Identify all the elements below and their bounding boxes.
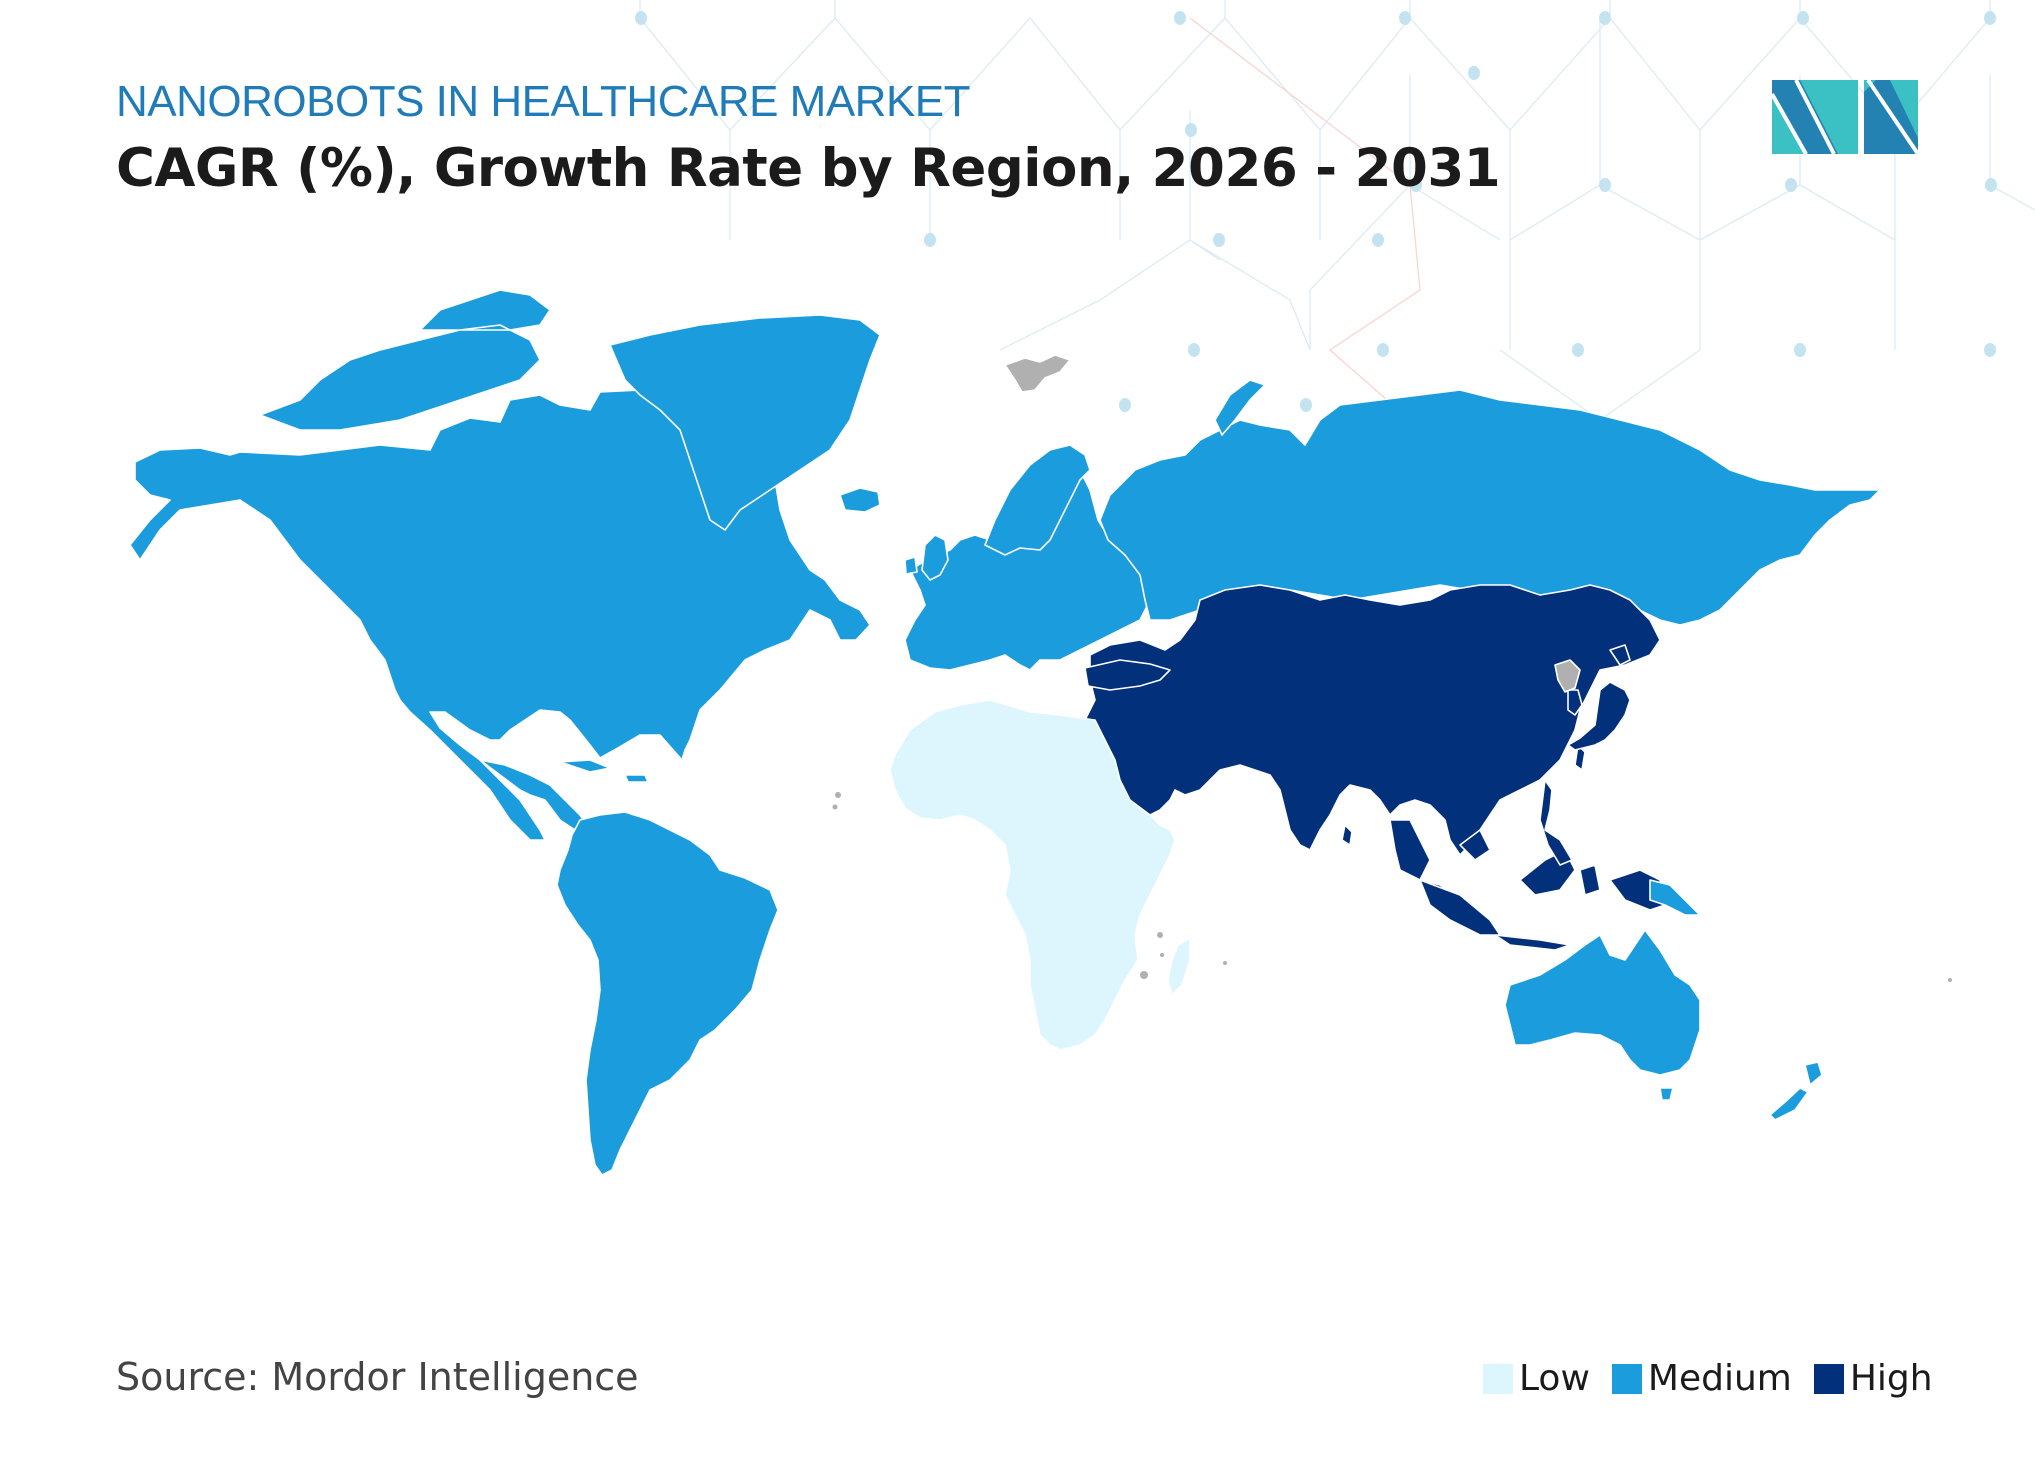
- legend-item-high: High: [1813, 1358, 1933, 1399]
- region-canada-arctic[interactable]: [259, 289, 551, 431]
- mordor-intelligence-logo: [1772, 80, 1918, 154]
- region-south-america[interactable]: [556, 811, 779, 1176]
- region-papua-new-guinea[interactable]: [1649, 879, 1701, 916]
- region-south-korea[interactable]: [1567, 689, 1583, 716]
- legend-swatch-medium: [1611, 1363, 1642, 1394]
- legend-item-low: Low: [1483, 1358, 1590, 1399]
- legend-label-high: High: [1849, 1358, 1933, 1399]
- region-north-korea[interactable]: [1554, 659, 1581, 693]
- region-turkey[interactable]: [1084, 659, 1171, 691]
- legend-swatch-high: [1813, 1363, 1844, 1394]
- region-svalbard[interactable]: [1004, 354, 1071, 393]
- region-madagascar[interactable]: [1167, 937, 1191, 996]
- region-iceland[interactable]: [839, 487, 881, 513]
- region-australia[interactable]: [1504, 929, 1701, 1076]
- region-sri-lanka[interactable]: [1341, 824, 1353, 846]
- region-new-zealand[interactable]: [1769, 1061, 1823, 1121]
- legend: Low Medium High: [1483, 1358, 1933, 1399]
- source-label: Source: Mordor Intelligence: [116, 1355, 639, 1399]
- region-scandinavia[interactable]: [984, 444, 1091, 556]
- chart-title: CAGR (%), Growth Rate by Region, 2026 - …: [116, 138, 1501, 199]
- region-philippines[interactable]: [1539, 779, 1573, 866]
- legend-item-medium: Medium: [1611, 1358, 1792, 1399]
- market-name: NANOROBOTS IN HEALTHCARE MARKET: [116, 77, 971, 126]
- region-japan[interactable]: [1567, 644, 1631, 751]
- region-uk-ireland[interactable]: [904, 534, 949, 581]
- region-indonesia[interactable]: [1419, 849, 1666, 951]
- chart-header: NANOROBOTS IN HEALTHCARE MARKET CAGR (%)…: [116, 70, 1501, 204]
- region-taiwan[interactable]: [1574, 744, 1586, 771]
- region-africa[interactable]: [889, 699, 1176, 1051]
- legend-label-low: Low: [1519, 1358, 1590, 1399]
- region-tasmania[interactable]: [1659, 1087, 1674, 1101]
- region-novaya-zemlya[interactable]: [1214, 379, 1266, 436]
- region-north-america[interactable]: [129, 389, 871, 841]
- region-asia-high[interactable]: [1069, 584, 1661, 856]
- no-data-islands: [832, 792, 1952, 982]
- region-greenland[interactable]: [609, 314, 881, 531]
- legend-label-medium: Medium: [1647, 1358, 1792, 1399]
- legend-swatch-low: [1483, 1363, 1513, 1394]
- region-caribbean[interactable]: [559, 759, 649, 783]
